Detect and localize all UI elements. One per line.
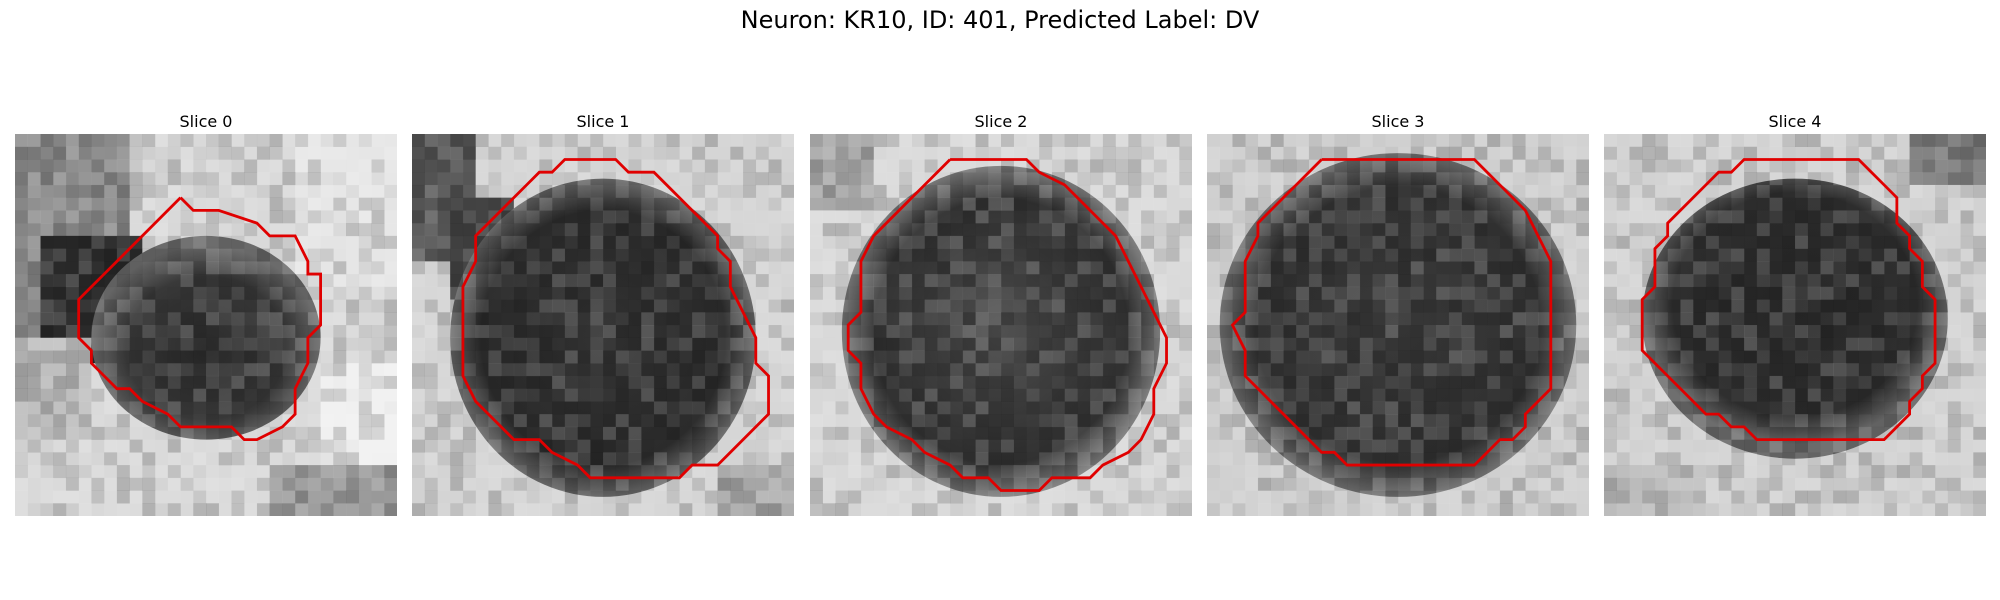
slice-title-1: Slice 1	[576, 112, 630, 131]
pixel-noise	[1604, 134, 1986, 516]
roi-contour	[1640, 158, 1937, 442]
slice-image-2	[810, 134, 1192, 516]
pixel-noise	[810, 134, 1192, 516]
roi-contour	[461, 158, 770, 480]
roi-contour	[1230, 158, 1553, 467]
slice-title-3: Slice 3	[1371, 112, 1425, 131]
pixel-noise	[15, 134, 397, 516]
slice-panel-4: Slice 4	[1604, 110, 1986, 516]
pixel-noise	[1207, 134, 1589, 516]
roi-contour	[846, 158, 1168, 492]
figure-title: Neuron: KR10, ID: 401, Predicted Label: …	[740, 6, 1260, 34]
slice-image-4	[1604, 134, 1986, 516]
roi-contour	[77, 196, 323, 442]
slice-image-1	[412, 134, 794, 516]
slice-title-2: Slice 2	[974, 112, 1028, 131]
slice-panel-0: Slice 0	[15, 110, 397, 516]
slice-panel-3: Slice 3	[1207, 110, 1589, 516]
slice-panel-1: Slice 1	[412, 110, 794, 516]
slice-image-3	[1207, 134, 1589, 516]
slice-title-0: Slice 0	[179, 112, 233, 131]
slice-panel-2: Slice 2	[810, 110, 1192, 516]
slice-title-4: Slice 4	[1768, 112, 1822, 131]
slice-image-0	[15, 134, 397, 516]
pixel-noise	[412, 134, 794, 516]
